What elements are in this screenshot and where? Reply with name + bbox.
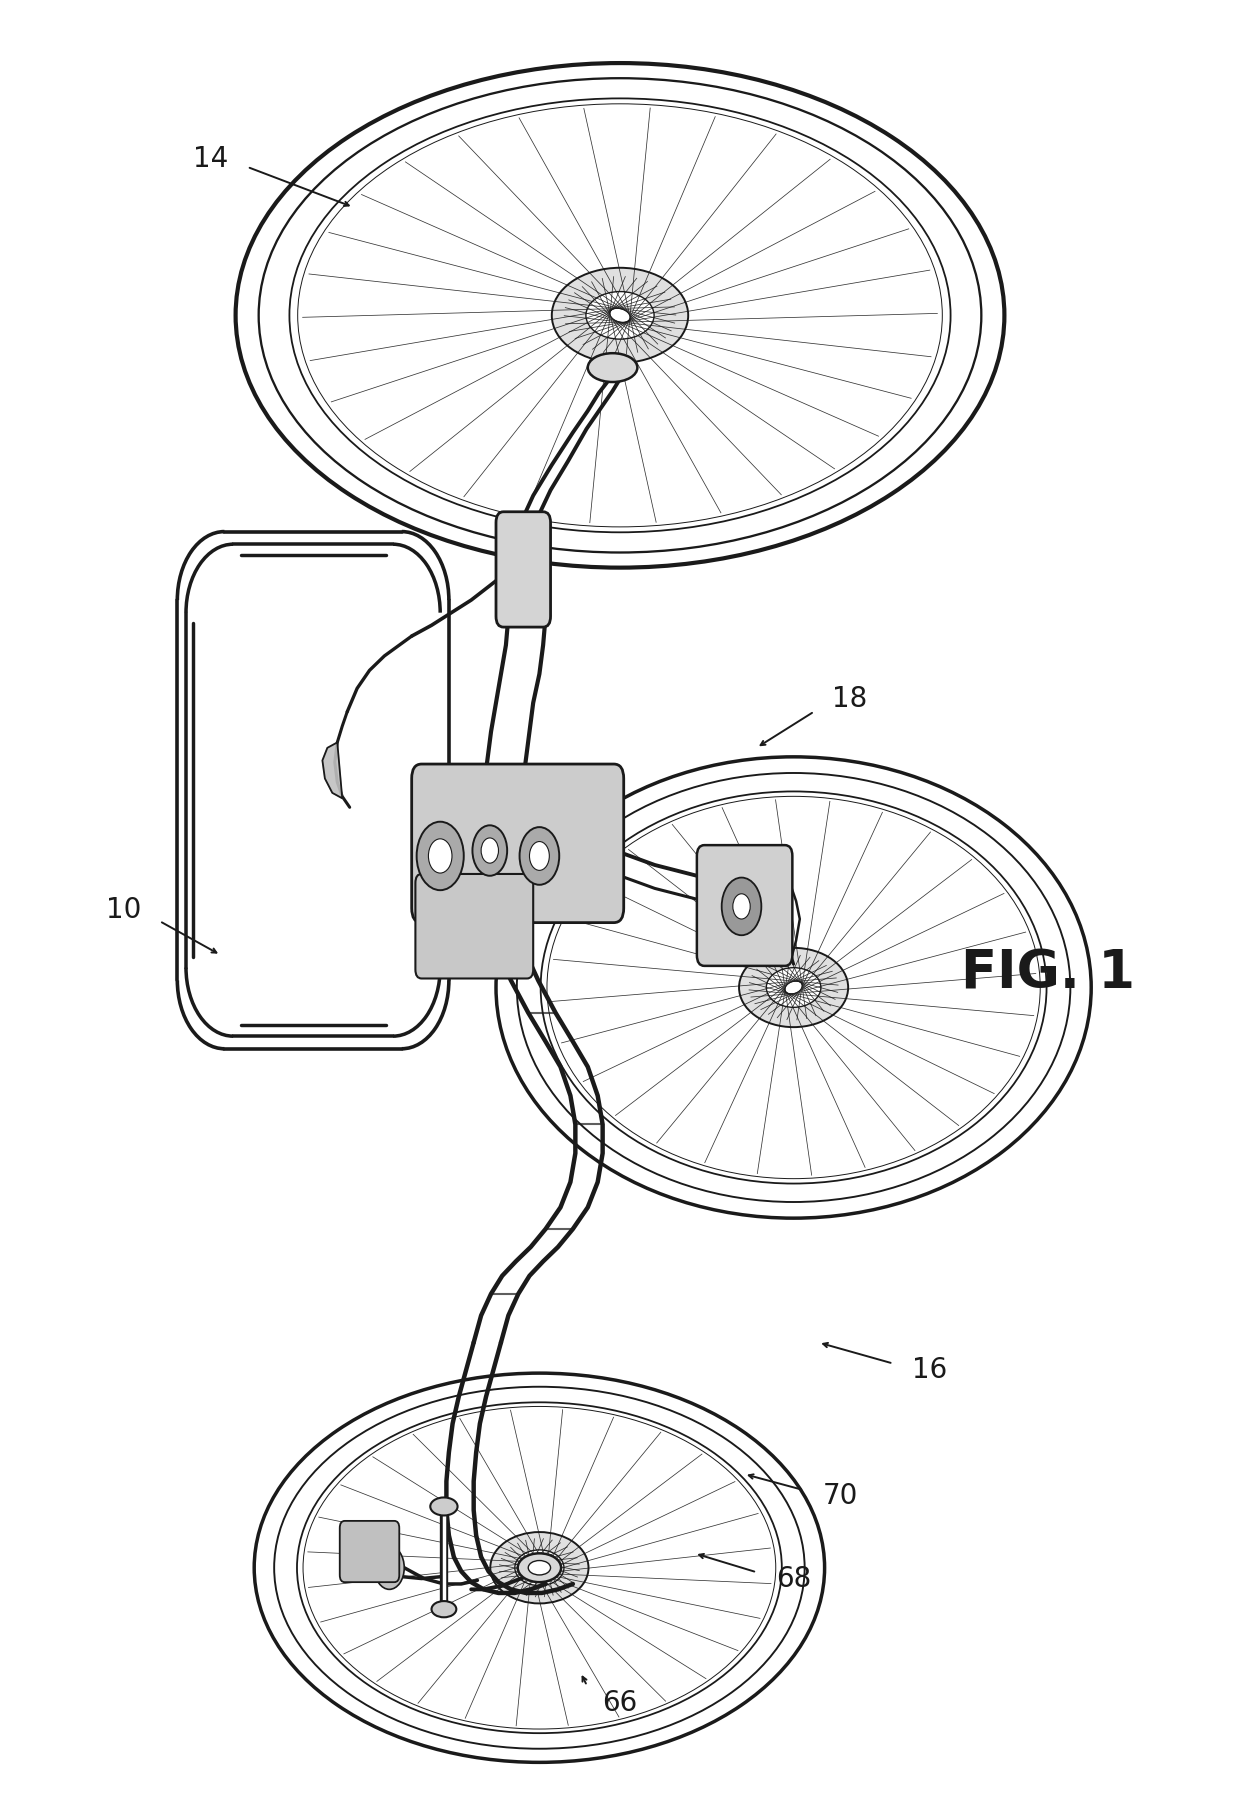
FancyBboxPatch shape	[496, 512, 551, 627]
Ellipse shape	[585, 292, 655, 339]
FancyBboxPatch shape	[415, 874, 533, 978]
Text: FIG. 1: FIG. 1	[961, 948, 1135, 998]
Text: 18: 18	[832, 685, 867, 714]
Ellipse shape	[515, 1550, 564, 1586]
Circle shape	[429, 838, 451, 872]
Text: 10: 10	[107, 896, 141, 924]
Ellipse shape	[588, 353, 637, 382]
Ellipse shape	[552, 268, 688, 362]
Circle shape	[472, 825, 507, 876]
Circle shape	[722, 878, 761, 935]
Polygon shape	[322, 742, 342, 798]
Circle shape	[374, 1546, 404, 1589]
Circle shape	[733, 894, 750, 919]
Ellipse shape	[430, 1497, 458, 1515]
Circle shape	[520, 827, 559, 885]
Text: 70: 70	[823, 1481, 858, 1510]
Ellipse shape	[739, 948, 848, 1027]
FancyBboxPatch shape	[697, 845, 792, 966]
Ellipse shape	[766, 968, 821, 1007]
Ellipse shape	[528, 1561, 551, 1575]
Ellipse shape	[517, 1553, 560, 1582]
Text: 68: 68	[776, 1564, 811, 1593]
Text: 16: 16	[913, 1355, 947, 1384]
Text: 14: 14	[193, 144, 228, 173]
FancyBboxPatch shape	[412, 764, 624, 923]
Circle shape	[417, 822, 464, 890]
FancyBboxPatch shape	[340, 1521, 399, 1582]
Circle shape	[481, 838, 498, 863]
Circle shape	[529, 842, 549, 870]
Ellipse shape	[432, 1600, 456, 1618]
Text: 66: 66	[603, 1688, 637, 1717]
Ellipse shape	[490, 1532, 589, 1604]
